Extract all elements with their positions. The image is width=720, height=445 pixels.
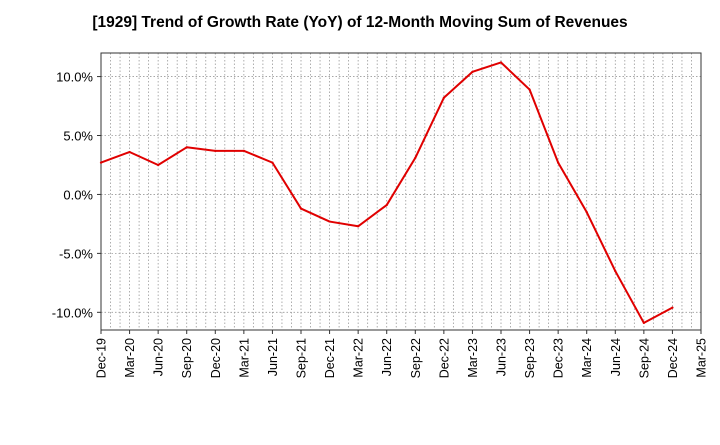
x-tick-label: Dec-23 [552, 338, 566, 378]
data-point [442, 96, 445, 99]
y-tick-label: -10.0% [52, 305, 94, 320]
x-tick-label: Jun-24 [609, 338, 623, 376]
data-point [528, 88, 531, 91]
x-tick-label: Dec-22 [437, 338, 451, 378]
data-point [557, 161, 560, 164]
x-tick-label: Sep-21 [295, 338, 309, 378]
data-point [242, 149, 245, 152]
x-tick-label: Sep-20 [180, 338, 194, 378]
x-tick-label: Mar-21 [237, 338, 251, 378]
x-tick-label: Dec-24 [666, 338, 680, 378]
x-tick-label: Jun-20 [152, 338, 166, 376]
data-point [585, 211, 588, 214]
data-point [385, 203, 388, 207]
y-tick-label: 5.0% [63, 129, 93, 144]
data-point [157, 163, 160, 167]
x-tick-label: Mar-22 [352, 338, 366, 378]
data-point [271, 161, 274, 164]
x-tick-label: Sep-24 [637, 338, 651, 378]
plot-frame [100, 52, 702, 331]
plot-background [101, 53, 701, 330]
data-point [328, 220, 331, 223]
x-tick-label: Mar-24 [580, 338, 594, 378]
x-tick-label: Dec-20 [209, 338, 223, 378]
x-tick-label: Sep-22 [409, 338, 423, 378]
y-tick-label: 10.0% [56, 70, 93, 85]
data-point [614, 269, 617, 273]
y-tick-label: 0.0% [63, 187, 93, 202]
x-tick-label: Dec-21 [323, 338, 337, 378]
x-tick-label: Mar-25 [695, 338, 709, 378]
data-point [128, 150, 131, 154]
data-point [357, 225, 360, 228]
x-tick-label: Jun-21 [266, 338, 280, 376]
x-tick-label: Sep-23 [523, 338, 537, 378]
data-point [499, 61, 503, 64]
x-tick-label: Jun-22 [380, 338, 394, 376]
x-tick-label: Mar-20 [123, 338, 137, 378]
y-tick-label: -5.0% [59, 246, 93, 261]
x-tick-label: Dec-19 [95, 338, 109, 378]
x-tick-label: Jun-23 [495, 338, 509, 376]
data-point [214, 149, 217, 152]
data-point [471, 70, 474, 73]
data-point [299, 207, 303, 210]
data-point [642, 321, 645, 325]
data-point [185, 146, 188, 149]
x-tick-label: Mar-23 [466, 338, 480, 378]
data-point [99, 161, 103, 164]
data-point [414, 156, 417, 160]
chart-title: [1929] Trend of Growth Rate (YoY) of 12-… [92, 14, 628, 31]
data-point [671, 306, 674, 309]
